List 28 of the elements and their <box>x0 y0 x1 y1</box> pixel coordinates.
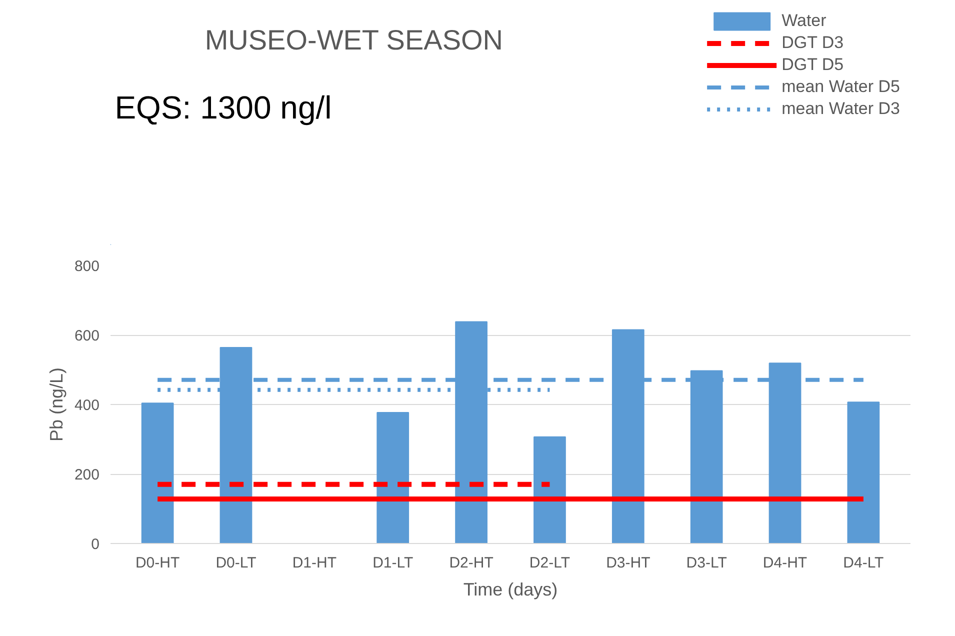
y-axis-title: Pb (ng/L) <box>46 367 66 442</box>
x-tick-label: D4-HT <box>762 554 808 572</box>
legend-label: Water <box>782 10 826 32</box>
legend-label: DGT D5 <box>782 54 844 76</box>
x-tick-label: D2-LT <box>529 554 570 572</box>
x-tick-label: D2-HT <box>449 554 494 572</box>
x-tick-label: D0-LT <box>216 554 256 572</box>
bar <box>376 412 410 544</box>
bar <box>141 402 174 544</box>
legend-label: mean Water D3 <box>782 98 900 120</box>
y-tick-label: 800 <box>74 258 100 275</box>
x-tick-label: D1-LT <box>372 554 414 572</box>
x-axis-title: Time (days) <box>463 580 558 600</box>
text: EQS: 1300 ng/l <box>114 90 332 126</box>
x-tick-label: D4-LT <box>843 554 884 572</box>
x-tick-label: D1-HT <box>292 554 337 572</box>
y-tick-label: 400 <box>74 397 100 414</box>
y-tick-label: 200 <box>74 466 100 484</box>
bar <box>534 436 566 544</box>
bar <box>847 402 880 544</box>
x-tick-label: D3-HT <box>606 554 650 572</box>
chart-title: MUSEO-WET SEASON <box>204 24 504 56</box>
x-tick-label: D3-LT <box>686 554 727 572</box>
y-tick-label: 600 <box>74 328 100 344</box>
y-tick-label: 0 <box>91 536 100 553</box>
x-tick-label: D0-HT <box>135 554 180 572</box>
legend-label: mean Water D5 <box>782 76 900 98</box>
legend-label: DGT D3 <box>782 32 844 54</box>
